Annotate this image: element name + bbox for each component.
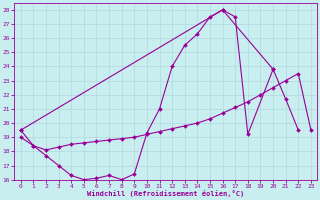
X-axis label: Windchill (Refroidissement éolien,°C): Windchill (Refroidissement éolien,°C) xyxy=(87,190,244,197)
